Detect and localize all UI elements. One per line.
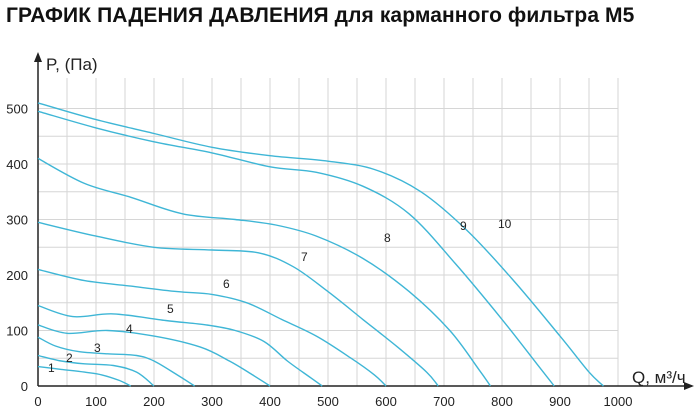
x-tick-label: 0 [34, 394, 41, 409]
x-tick-label: 600 [375, 394, 397, 409]
x-axis-label: Q, м³/ч [632, 368, 686, 387]
x-tick-label: 1000 [604, 394, 633, 409]
curve-6 [37, 268, 387, 387]
curve-labels: 12 3 4 5 6 7 8 9 10 [48, 217, 512, 375]
curves [37, 102, 604, 387]
curve-label-1: 1 [48, 361, 55, 375]
curve-9 [37, 110, 555, 387]
curve-label-7: 7 [301, 250, 308, 264]
curve-7 [37, 221, 439, 387]
x-tick-label: 300 [201, 394, 223, 409]
x-tick-label: 800 [491, 394, 513, 409]
x-axis-arrow [684, 382, 694, 390]
y-tick-label: 200 [6, 268, 28, 283]
y-tick-label: 400 [6, 157, 28, 172]
x-tick-label: 200 [143, 394, 165, 409]
curve-8 [37, 157, 491, 387]
y-axis-label: P, (Па) [46, 55, 98, 74]
curve-label-5: 5 [167, 302, 174, 316]
curve-3 [37, 336, 195, 387]
curve-label-6: 6 [223, 277, 230, 291]
y-tick-label: 0 [21, 379, 28, 394]
y-tick-label: 100 [6, 324, 28, 339]
curve-10 [37, 102, 604, 387]
x-tick-label: 700 [433, 394, 455, 409]
y-tick-label: 300 [6, 213, 28, 228]
axes [34, 52, 694, 390]
curve-2 [37, 354, 155, 387]
grid [38, 78, 619, 386]
curve-1 [37, 365, 132, 387]
curve-5 [37, 304, 323, 387]
curve-4 [37, 324, 271, 387]
x-tick-label: 100 [85, 394, 107, 409]
curve-label-8: 8 [384, 231, 391, 245]
y-axis-arrow [34, 52, 42, 62]
curve-label-2: 2 [66, 351, 73, 365]
curve-label-3: 3 [94, 341, 101, 355]
chart-title: ГРАФИК ПАДЕНИЯ ДАВЛЕНИЯ для карманного ф… [6, 4, 635, 27]
x-tick-label: 900 [549, 394, 571, 409]
y-tick-label: 500 [6, 102, 28, 117]
tick-labels: 0 100 200 300 400 500 600 700 800 900 1000 0 100 200 3… [6, 102, 632, 410]
curve-label-4: 4 [126, 322, 133, 336]
curve-label-10: 10 [498, 217, 512, 231]
curve-label-9: 9 [460, 219, 467, 233]
x-tick-label: 500 [317, 394, 339, 409]
x-tick-label: 400 [259, 394, 281, 409]
